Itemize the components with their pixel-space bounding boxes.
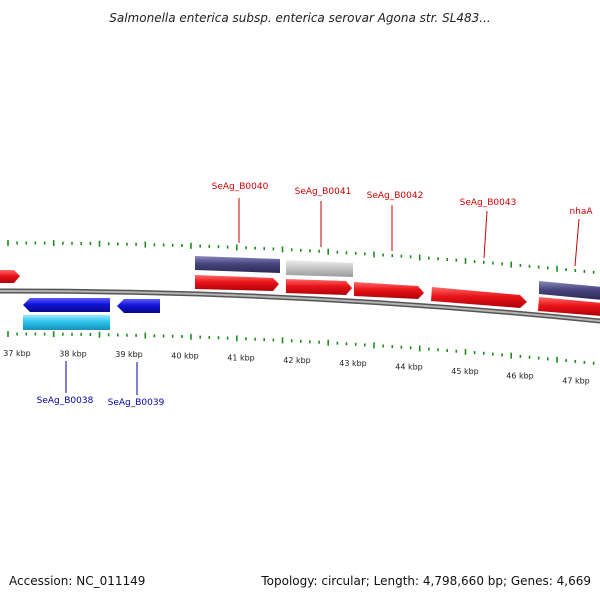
scale-labels: 37 kbp 38 kbp 39 kbp 40 kbp 41 kbp 42 kbp 43 k… bbox=[3, 349, 590, 386]
gene-arrow-forward[interactable] bbox=[431, 287, 527, 308]
gene-label[interactable]: SeAg_B0038 bbox=[37, 396, 94, 406]
gene-labels-bottom: SeAg_B0038 SeAg_B0039 bbox=[37, 361, 165, 408]
map-title: Salmonella enterica subsp. enterica sero… bbox=[109, 11, 490, 25]
scale-tick-label: 45 kbp bbox=[451, 367, 479, 376]
gene-label[interactable]: SeAg_B0039 bbox=[108, 398, 165, 408]
scale-tick-label: 41 kbp bbox=[227, 354, 255, 363]
forward-gene-track bbox=[0, 270, 600, 316]
gene-arrow-forward[interactable] bbox=[354, 282, 424, 299]
feature-track-outer bbox=[195, 256, 600, 300]
gene-label[interactable]: SeAg_B0040 bbox=[212, 182, 269, 192]
topology-summary-text: Topology: circular; Length: 4,798,660 bp… bbox=[260, 574, 591, 588]
gene-arrow-reverse[interactable] bbox=[117, 299, 160, 313]
gene-label[interactable]: SeAg_B0041 bbox=[295, 187, 352, 197]
genome-backbone-highlight bbox=[0, 289, 600, 322]
gene-arrow-forward[interactable] bbox=[0, 270, 20, 283]
scale-tick-label: 39 kbp bbox=[115, 350, 143, 359]
gene-arrow-forward[interactable] bbox=[195, 275, 279, 291]
gene-arrow-forward[interactable] bbox=[538, 297, 600, 316]
gene-label[interactable]: SeAg_B0043 bbox=[460, 198, 517, 208]
feature-block-slate[interactable] bbox=[539, 281, 600, 300]
feature-block-cyan[interactable] bbox=[23, 315, 110, 330]
scale-tick-label: 37 kbp bbox=[3, 349, 31, 358]
label-leader-line bbox=[483, 210, 488, 259]
scale-tick-label: 43 kbp bbox=[339, 359, 367, 368]
gene-labels-top: SeAg_B0040 SeAg_B0041 SeAg_B0042 SeAg_B0… bbox=[212, 182, 593, 267]
scale-tick-label: 46 kbp bbox=[506, 371, 534, 380]
feature-block-grey[interactable] bbox=[286, 260, 353, 277]
feature-block-slate[interactable] bbox=[195, 256, 280, 273]
reverse-gene-track bbox=[23, 298, 160, 330]
inner-tick-ring bbox=[7, 331, 595, 365]
gene-arrow-forward[interactable] bbox=[286, 279, 352, 295]
gene-label[interactable]: nhaA bbox=[569, 207, 593, 217]
scale-tick-label: 44 kbp bbox=[395, 363, 423, 372]
scale-tick-label: 40 kbp bbox=[171, 352, 199, 361]
label-leader-line bbox=[574, 218, 580, 267]
outer-tick-ring bbox=[7, 240, 595, 274]
accession-text: Accession: NC_011149 bbox=[9, 574, 145, 588]
gene-arrow-reverse[interactable] bbox=[23, 298, 110, 312]
scale-tick-label: 47 kbp bbox=[562, 377, 590, 386]
gene-label[interactable]: SeAg_B0042 bbox=[367, 191, 424, 201]
scale-tick-label: 42 kbp bbox=[283, 356, 311, 365]
scale-tick-label: 38 kbp bbox=[59, 349, 87, 358]
